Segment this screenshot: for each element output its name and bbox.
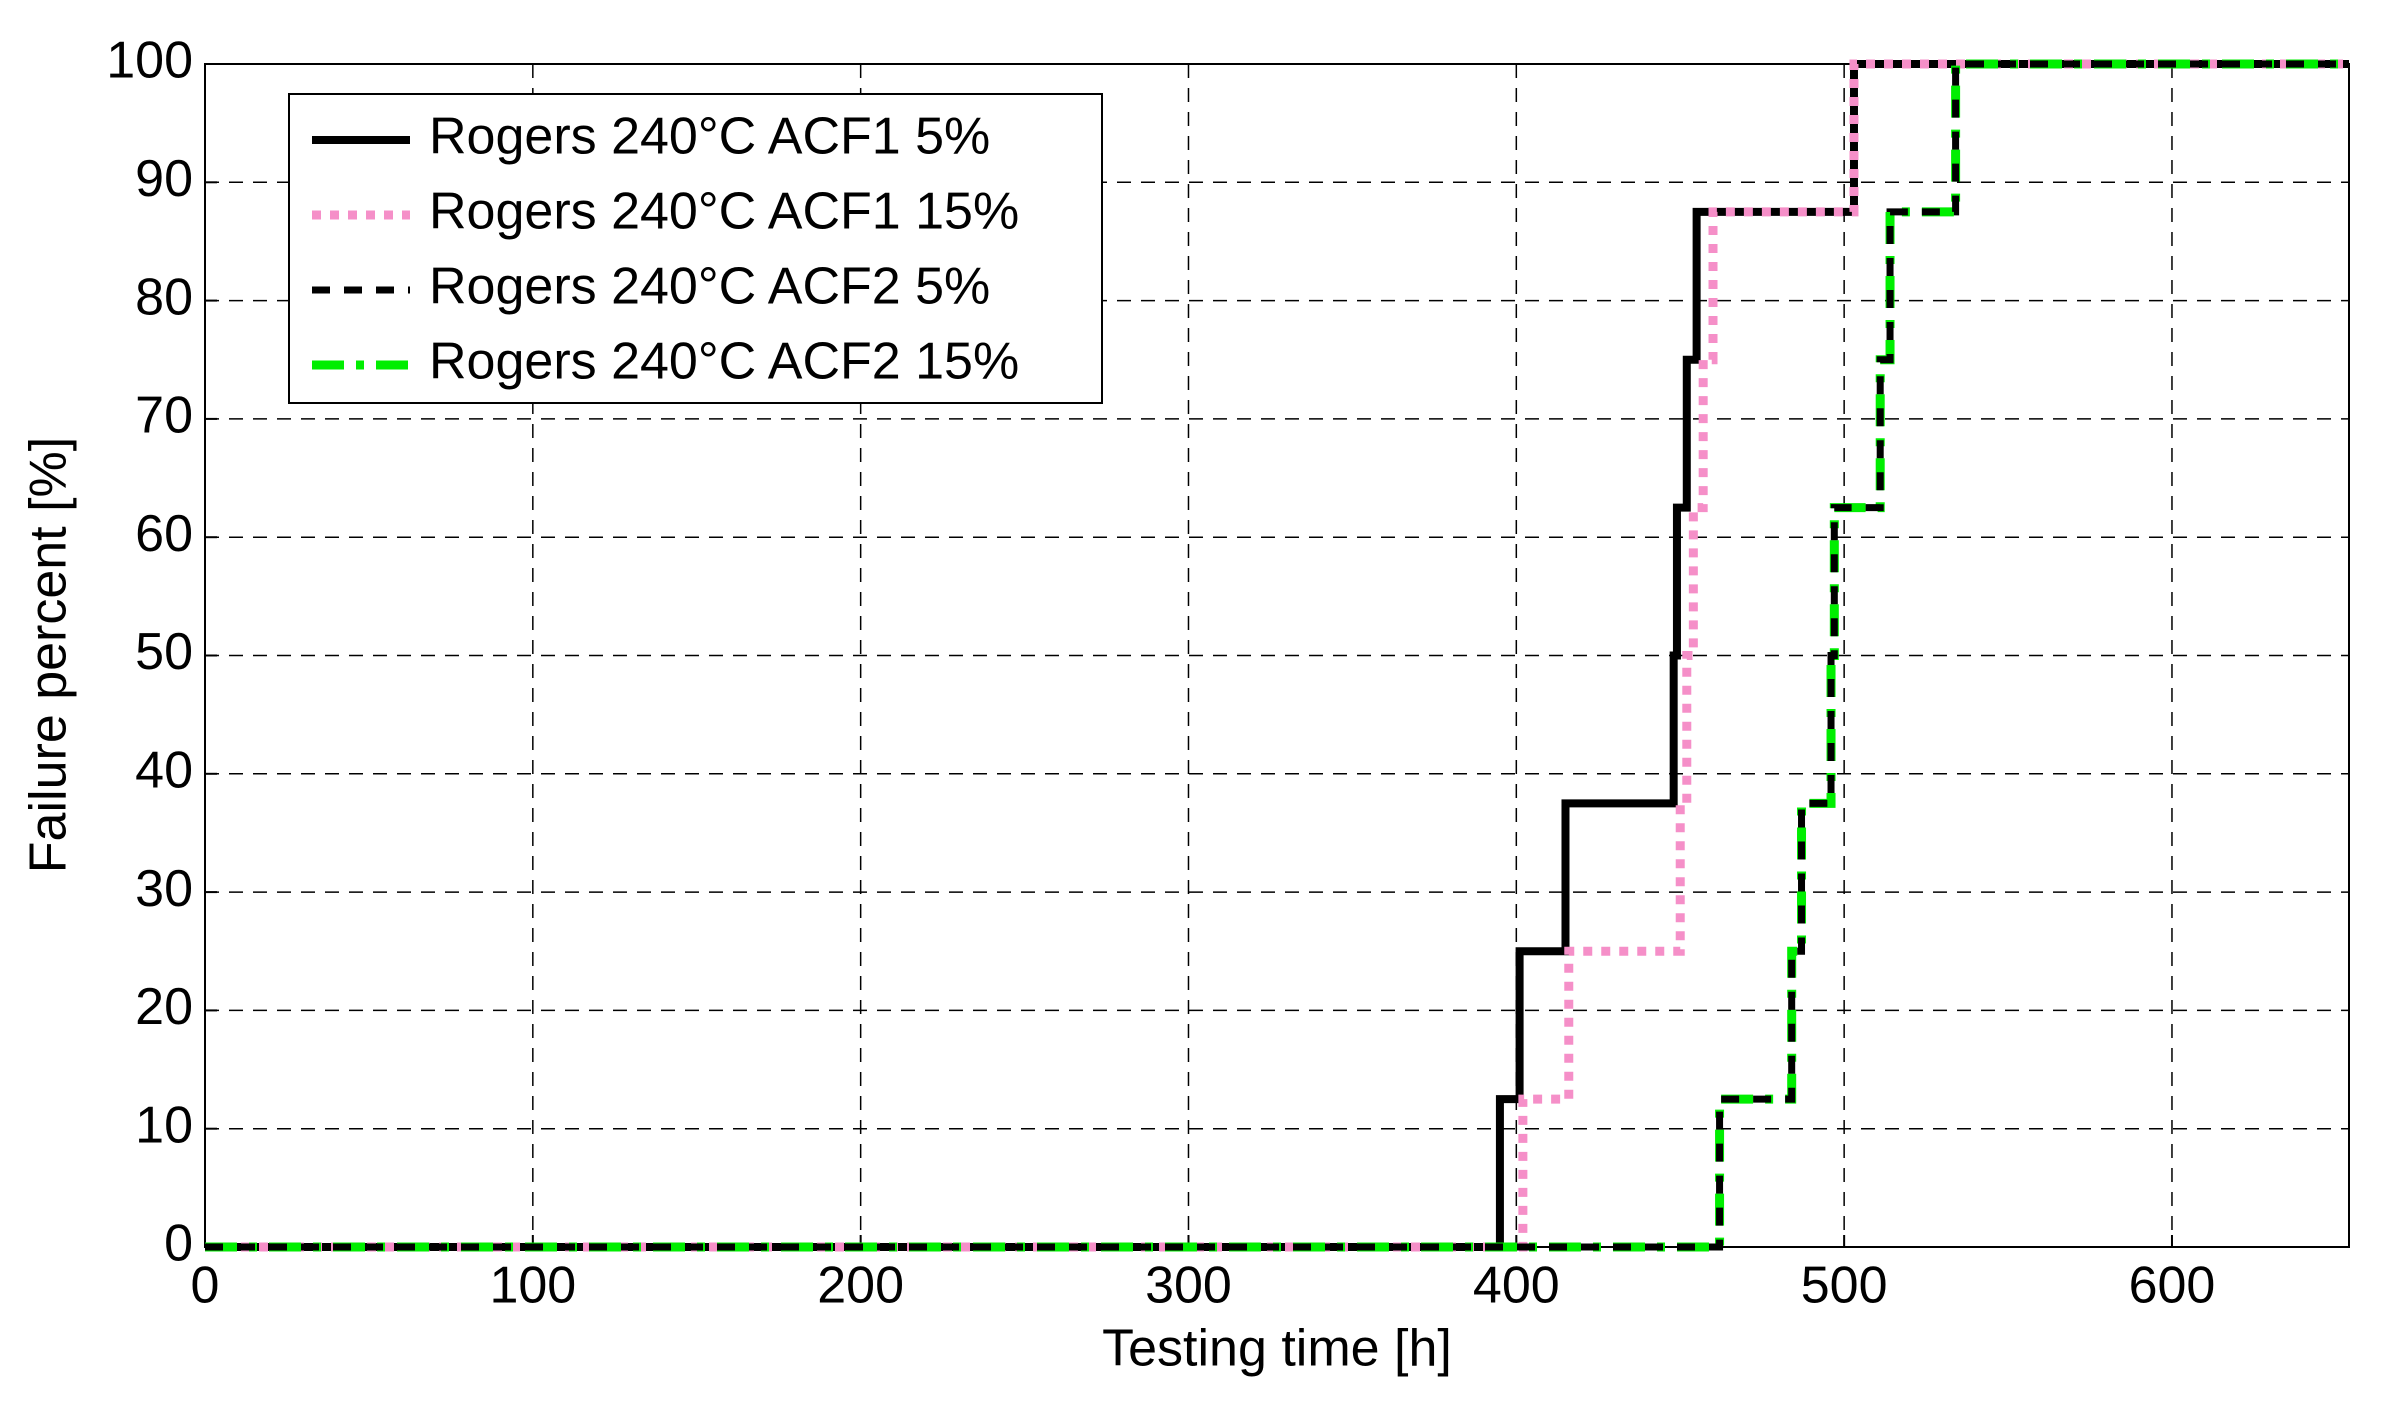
series-line [205,59,2349,1252]
y-tick-label: 100 [106,32,193,90]
y-tick-label: 40 [135,742,193,800]
x-tick-label: 0 [191,1257,220,1315]
y-tick-label: 50 [135,623,193,681]
legend-box [288,93,1103,404]
y-tick-label: 90 [135,150,193,208]
x-tick-label: 300 [1145,1257,1232,1315]
y-tick-label: 70 [135,387,193,445]
x-axis-label: Testing time [h] [1102,1320,1452,1378]
legend-label: Rogers 240°C ACF2 5% [429,258,990,316]
y-axis-label: Failure percent [%] [20,437,78,873]
x-tick-label: 100 [489,1257,576,1315]
legend-label: Rogers 240°C ACF1 15% [429,183,1019,241]
legend-label: Rogers 240°C ACF2 15% [429,333,1019,391]
x-tick-label: 400 [1473,1257,1560,1315]
y-tick-label: 10 [135,1096,193,1154]
series-line [205,60,2349,1251]
x-tick-label: 600 [2129,1257,2216,1315]
y-tick-label: 30 [135,860,193,918]
y-tick-label: 0 [164,1215,193,1273]
x-tick-label: 500 [1801,1257,1888,1315]
legend-label: Rogers 240°C ACF1 5% [429,108,990,166]
y-tick-label: 20 [135,978,193,1036]
y-tick-label: 60 [135,505,193,563]
legend: Rogers 240°C ACF1 5% Rogers 240°C ACF1 15… [288,93,1103,404]
series-line [205,60,2349,1251]
y-tick-label: 80 [135,268,193,326]
x-tick-label: 200 [817,1257,904,1315]
